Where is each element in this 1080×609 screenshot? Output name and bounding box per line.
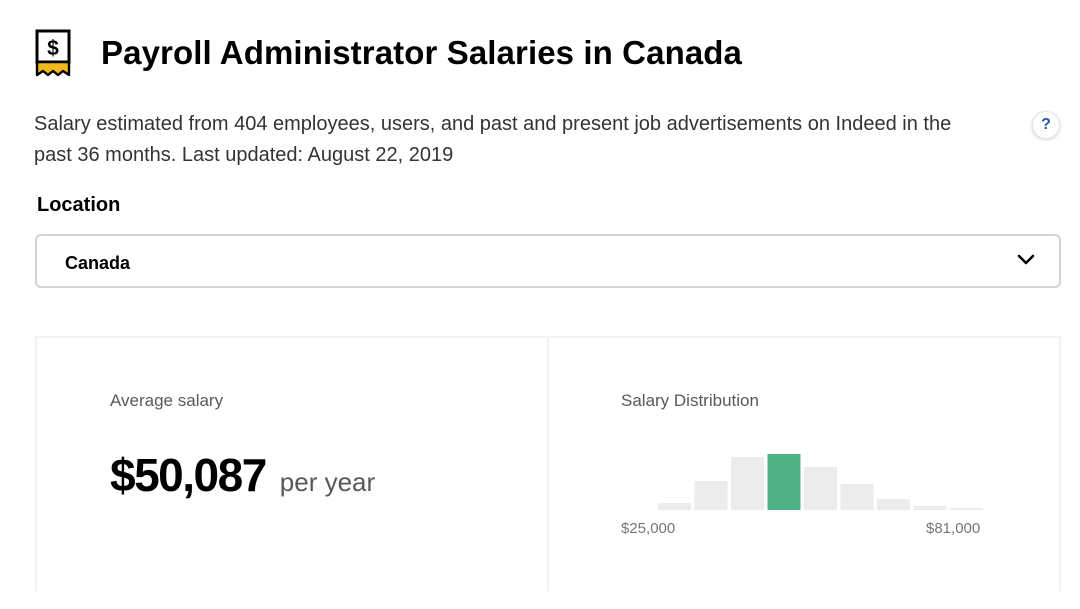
distribution-bar [877,499,910,510]
distribution-max-label: $81,000 [926,520,981,537]
page-header: $ Payroll Administrator Salaries in Cana… [34,28,742,78]
distribution-bar [658,503,691,510]
average-salary-amount: $50,087 [110,449,267,501]
salary-distribution-chart [658,454,983,510]
average-salary-label: Average salary [110,391,224,410]
help-button[interactable]: ? [1032,111,1060,139]
chevron-down-icon [1017,254,1035,265]
salary-receipt-icon: $ [35,29,71,77]
location-label: Location [37,194,121,216]
card-divider [547,338,549,591]
distribution-bar [804,467,837,510]
distribution-bar [840,484,874,510]
location-select[interactable]: Canada [35,234,1061,288]
salary-distribution-label: Salary Distribution [621,391,759,410]
distribution-bar [731,457,764,510]
distribution-min-label: $25,000 [621,520,676,537]
average-salary-value: $50,087 per year [110,448,375,502]
distribution-bar [950,508,983,510]
page-title: Payroll Administrator Salaries in Canada [101,34,742,71]
salary-period: per year [279,467,376,497]
distribution-bar-highlighted [767,454,801,510]
distribution-bar [694,481,728,510]
location-selected-value: Canada [65,253,131,273]
salary-cards: Average salary $50,087 per year Salary D… [35,336,1061,591]
distribution-bar [913,506,947,510]
svg-text:$: $ [47,37,59,60]
help-icon: ? [1041,116,1051,133]
salary-description: Salary estimated from 404 employees, use… [34,113,952,166]
